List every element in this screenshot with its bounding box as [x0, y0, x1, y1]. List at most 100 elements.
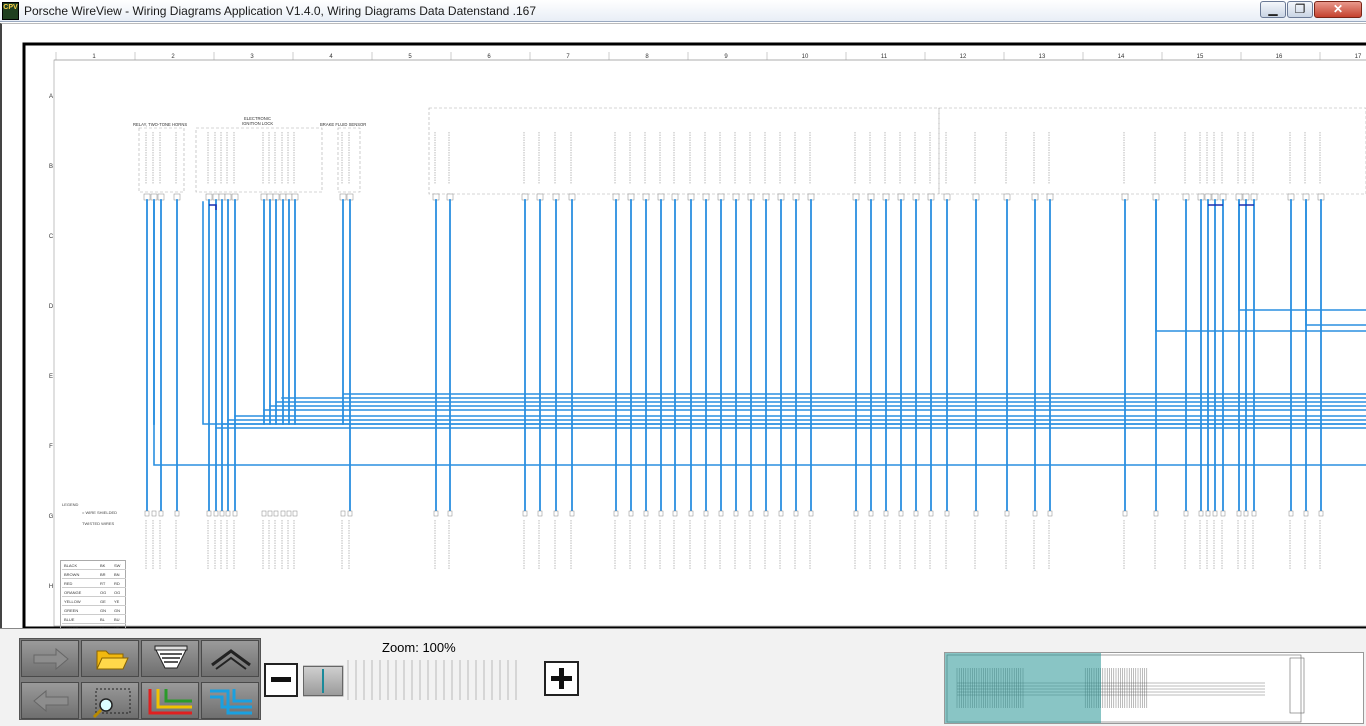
bottom-toolbar: Zoom: 100%: [0, 628, 1366, 726]
arrow-right-icon: [33, 647, 69, 671]
maximize-button[interactable]: ❐: [1287, 1, 1313, 18]
legend-color-abbr-en: GN: [100, 608, 106, 613]
row-label: H: [49, 584, 53, 590]
row-label: F: [49, 444, 53, 450]
app-icon: CPV: [2, 2, 19, 20]
minimize-button[interactable]: ▁: [1260, 1, 1286, 18]
filter-button[interactable]: [141, 640, 199, 677]
wire-end: [225, 510, 231, 517]
inner-frame: [53, 59, 1366, 627]
wire-end: [868, 510, 874, 517]
wire-end: [658, 510, 664, 517]
plus-icon: [551, 668, 572, 689]
wire-end: [1318, 510, 1324, 517]
legend-color-name: VIOLET: [64, 626, 78, 628]
legend-color-row: RED RT RD: [62, 579, 126, 588]
window-title: Porsche WireView - Wiring Diagrams Appli…: [24, 4, 536, 18]
column-label: 14: [1118, 54, 1125, 60]
wire-end: [748, 510, 754, 517]
wire-end: [1205, 510, 1211, 517]
open-button[interactable]: [81, 640, 139, 677]
diagram-overview[interactable]: [944, 652, 1364, 724]
column-labels: 1 2 3 4 5 6 7 8 9 10 11 12 13 14 15 16 17: [55, 52, 1362, 60]
row-label: G: [49, 514, 54, 520]
wire-end: [1303, 510, 1309, 517]
wire-end: [883, 510, 889, 517]
wire-end: [158, 510, 164, 517]
zoom-out-button[interactable]: [264, 663, 298, 697]
connector-pins: [143, 132, 1325, 201]
component-label-brake-fluid: BRAKE FLUID SENSOR: [320, 122, 366, 127]
legend-color-row: GREEN GN GN: [62, 606, 126, 615]
wire-end: [219, 510, 225, 517]
control-unit-box: [428, 107, 940, 195]
wire-end: [267, 510, 273, 517]
folder-icon: [96, 650, 129, 670]
wire-end: [733, 510, 739, 517]
wire-end: [280, 510, 286, 517]
up-button[interactable]: [201, 640, 259, 677]
wire[interactable]: [1305, 201, 1366, 326]
column-label: 11: [881, 54, 888, 60]
control-unit-box-right: [938, 107, 1366, 195]
legend-color-row: ORANGE OG OG: [62, 588, 126, 597]
zoom-in-button[interactable]: [544, 661, 579, 696]
wire-end: [1004, 510, 1010, 517]
legend-color-row: BLUE BL BU: [62, 615, 126, 624]
wire-end: [688, 510, 694, 517]
zoom-thumb-indicator: [322, 669, 324, 693]
wire-end: [718, 510, 724, 517]
legend-color-abbr-de: RD: [114, 581, 120, 586]
wire-end: [1032, 510, 1038, 517]
row-label: C: [49, 234, 54, 240]
legend-twisted: TWISTED WIRES: [82, 521, 115, 526]
wire-end: [1198, 510, 1204, 517]
wire-end: [808, 510, 814, 517]
wire-end: [1236, 510, 1242, 517]
column-label: 13: [1039, 54, 1046, 60]
legend-color-row: BROWN BR BN: [62, 570, 126, 579]
wire[interactable]: [1155, 201, 1366, 332]
component-label-relay: RELAY, TWO-TONE HORNS: [133, 122, 187, 127]
column-label: 10: [802, 54, 809, 60]
title-bar[interactable]: CPV Porsche WireView - Wiring Diagrams A…: [0, 0, 1366, 22]
wire-end: [286, 510, 292, 517]
colored-wires-icon: [148, 689, 192, 715]
wire-end: [537, 510, 543, 517]
overview-viewport[interactable]: [945, 653, 1101, 723]
legend-color-name: BLACK: [64, 563, 78, 568]
legend-color-abbr-en: GE: [100, 599, 106, 604]
legend-color-name: YELLOW: [64, 599, 81, 604]
wire[interactable]: [153, 201, 1366, 466]
column-label: 3: [250, 54, 254, 60]
wire-colors-button[interactable]: [141, 682, 199, 719]
legend-shielded: = WIRE SHIELDED: [82, 510, 118, 515]
wire[interactable]: [202, 201, 1366, 425]
zoom-slider-thumb[interactable]: [303, 666, 343, 696]
wire-end: [1183, 510, 1189, 517]
wire-end: [1212, 510, 1218, 517]
legend-color-abbr-de: BN: [114, 572, 120, 577]
wire-end: [1122, 510, 1128, 517]
electronic-ignition-lock-box: [195, 127, 323, 193]
forward-button[interactable]: [21, 640, 79, 677]
wire-path-button[interactable]: [201, 682, 259, 719]
back-button[interactable]: [21, 682, 79, 719]
close-button[interactable]: ✕: [1314, 1, 1362, 18]
column-label: 9: [724, 54, 728, 60]
row-labels: A B C D E F G H: [49, 94, 54, 590]
wire-end: [1047, 510, 1053, 517]
wire-end: [447, 510, 453, 517]
wire-terminals: [144, 510, 1324, 569]
zoom-label: Zoom: 100%: [382, 640, 456, 655]
wire[interactable]: [1238, 201, 1366, 311]
brake-fluid-sensor-box: [337, 127, 361, 193]
legend-color-abbr-en: OG: [100, 590, 107, 595]
zoom-area-button[interactable]: [81, 682, 139, 719]
column-label: 2: [171, 54, 175, 60]
legend-color-row: VIOLET VI VT: [62, 624, 126, 628]
legend-color-abbr-de: GN: [114, 608, 120, 613]
wires[interactable]: [146, 199, 1366, 512]
